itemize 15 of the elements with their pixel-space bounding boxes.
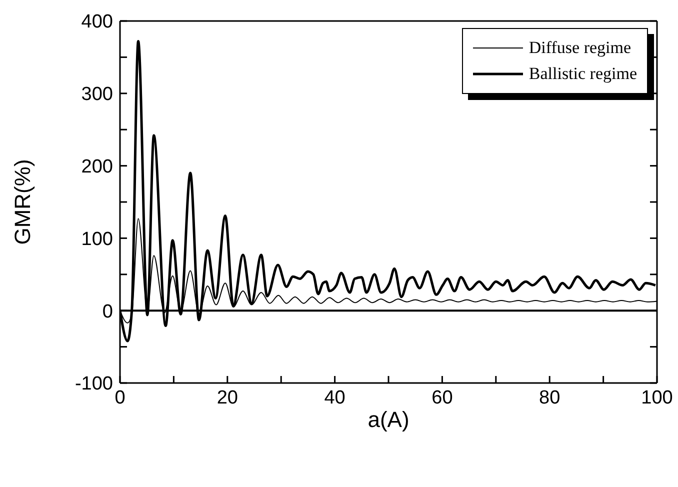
x-tick-label: 100 [641, 387, 673, 408]
y-tick-label: 200 [81, 156, 113, 178]
x-tick-label: 60 [432, 387, 453, 408]
y-tick-label: 300 [81, 84, 113, 106]
y-tick-label: 400 [81, 12, 113, 33]
legend-label: Diffuse regime [528, 38, 632, 58]
x-axis-title: a(A) [368, 407, 410, 432]
legend-label: Ballistic regime [528, 64, 637, 84]
y-tick-label: 0 [102, 301, 113, 322]
x-tick-label: 20 [216, 387, 238, 408]
y-tick-label: -100 [74, 374, 113, 395]
x-tick-label: 80 [539, 387, 560, 408]
y-axis-title: GMR(%) [10, 159, 35, 245]
x-tick-label: 40 [324, 387, 346, 408]
y-tick-label: 100 [81, 228, 113, 250]
